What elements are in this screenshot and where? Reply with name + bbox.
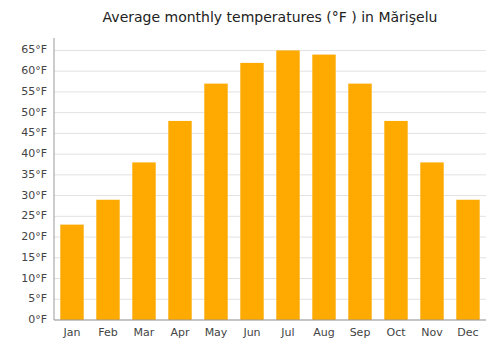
grid [54, 50, 486, 320]
grid-line [54, 71, 486, 72]
bar [204, 84, 227, 320]
chart-svg: 0°F 5°F 10°F 15°F 20°F 25°F 30°F 35°F 40°F 45°F 50… [0, 0, 500, 350]
y-tick-label: 65°F [21, 43, 47, 56]
grid-line [54, 320, 486, 321]
y-tick-label: 25°F [21, 209, 47, 222]
bar [132, 162, 155, 320]
x-tick-label: May [205, 326, 228, 339]
x-tick-label: Apr [170, 326, 190, 339]
bar [348, 84, 371, 320]
grid-line [54, 91, 486, 92]
chart-container: 0°F 5°F 10°F 15°F 20°F 25°F 30°F 35°F 40°F 45°F 50… [0, 0, 500, 350]
bar [168, 121, 191, 320]
x-tick-label: Nov [421, 326, 443, 339]
x-tick-label: Aug [313, 326, 334, 339]
bar [240, 63, 263, 320]
page: {"chart_data": {"type": "bar", "title": … [0, 0, 500, 350]
y-tick-label: 0°F [28, 313, 47, 326]
bar [420, 162, 443, 320]
y-tick-label: 45°F [21, 126, 47, 139]
bar [60, 225, 83, 320]
title: Average monthly temperatures (°F ) in Mă… [103, 9, 438, 25]
bar [96, 200, 119, 320]
y-tick-label: 50°F [21, 106, 47, 119]
y-tick-label: 55°F [21, 85, 47, 98]
bar [384, 121, 407, 320]
y-tick-labels: 0°F 5°F 10°F 15°F 20°F 25°F 30°F 35°F 40°F 45°F 50… [21, 43, 47, 326]
x-tick-label: Mar [134, 326, 155, 339]
grid-line [54, 154, 486, 155]
bar [276, 50, 299, 320]
y-tick-label: 35°F [21, 168, 47, 181]
grid-line [54, 133, 486, 134]
x-tick-label: Jun [242, 326, 260, 339]
x-tick-label: Feb [98, 326, 117, 339]
y-axis-line [54, 38, 55, 320]
bar [456, 200, 479, 320]
x-tick-label: Oct [386, 326, 406, 339]
x-tick-label: Jan [63, 326, 81, 339]
x-tick-label: Jul [280, 326, 294, 339]
grid-line [54, 112, 486, 113]
y-tick-label: 20°F [21, 230, 47, 243]
y-tick-label: 30°F [21, 189, 47, 202]
bar [312, 55, 335, 320]
x-axis-line [54, 320, 486, 321]
x-tick-labels: Jan Feb Mar Apr May Jun Jul Aug Sep Oct Nov Dec [63, 326, 479, 339]
x-tick-label: Dec [457, 326, 478, 339]
bars [60, 50, 479, 320]
y-tick-label: 15°F [21, 251, 47, 264]
y-tick-label: 40°F [21, 147, 47, 160]
y-tick-label: 5°F [28, 292, 47, 305]
y-tick-label: 10°F [21, 272, 47, 285]
grid-line [54, 50, 486, 51]
y-tick-label: 60°F [21, 64, 47, 77]
x-tick-label: Sep [350, 326, 371, 339]
